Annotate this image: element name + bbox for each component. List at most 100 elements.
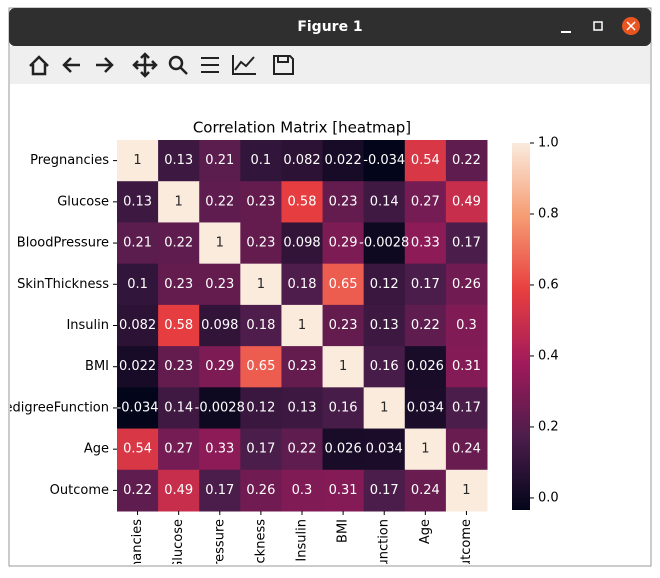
heatmap-cell xyxy=(322,304,365,347)
heatmap-cell xyxy=(158,387,200,430)
y-tick-label: Pregnancies xyxy=(30,153,109,168)
heatmap-cell xyxy=(281,140,324,182)
heatmap-cell xyxy=(158,428,200,471)
heatmap-cell xyxy=(363,263,406,306)
heatmap-cell xyxy=(404,263,447,306)
cell-label: 0.27 xyxy=(164,442,193,457)
y-tick-label: BMI xyxy=(85,359,109,374)
colorbar-tick-label: 0.4 xyxy=(538,348,559,363)
heatmap-cell xyxy=(158,222,200,265)
cell-label: 0.022 xyxy=(119,359,156,374)
cell-label: 0.17 xyxy=(205,483,234,498)
cell-label: 0.49 xyxy=(452,194,481,209)
x-tick-label: Glucose xyxy=(171,519,186,571)
heatmap-cell xyxy=(322,181,365,223)
heatmap-cell xyxy=(117,346,159,388)
heatmap-cell xyxy=(158,304,200,347)
cell-label: 0.18 xyxy=(288,277,317,292)
cell-label: 0.29 xyxy=(329,236,358,251)
cell-label: 0.23 xyxy=(288,359,317,374)
cell-label: 0.3 xyxy=(292,483,313,498)
axes-button[interactable] xyxy=(232,55,256,75)
heatmap-cell xyxy=(240,263,282,306)
colorbar-tick-label: 1.0 xyxy=(538,136,559,151)
cell-label: 0.23 xyxy=(164,359,193,374)
heatmap-cell xyxy=(404,428,447,471)
home-button[interactable] xyxy=(29,55,49,76)
heatmap-cell xyxy=(240,346,282,388)
cell-label: -0.034 xyxy=(363,153,405,168)
window-title: Figure 1 xyxy=(297,19,362,35)
title-bar xyxy=(9,8,651,46)
cell-label: 0.65 xyxy=(329,277,358,292)
chart-title: Correlation Matrix [heatmap] xyxy=(193,119,411,137)
colorbar-tick-label: 0.0 xyxy=(538,490,559,505)
heatmap-cell xyxy=(117,222,159,265)
zoom-button[interactable] xyxy=(168,55,188,75)
cell-label: 0.12 xyxy=(370,277,399,292)
heatmap-cell xyxy=(322,222,365,265)
cell-label: 0.098 xyxy=(201,318,238,333)
cell-label: 0.13 xyxy=(123,194,152,209)
cell-label: 0.14 xyxy=(164,400,193,415)
heatmap-cell xyxy=(445,222,488,265)
cell-label: 0.22 xyxy=(205,194,234,209)
y-tick-label: Outcome xyxy=(50,483,109,498)
cell-label: 0.54 xyxy=(123,442,152,457)
cell-label: 0.034 xyxy=(366,442,403,457)
y-tick-label: SkinThickness xyxy=(17,277,109,292)
cell-label: 1 xyxy=(298,318,306,333)
cell-label: 0.23 xyxy=(164,277,193,292)
save-button[interactable] xyxy=(273,55,294,75)
y-tick-label: Insulin xyxy=(66,318,109,333)
heatmap-cell xyxy=(281,304,324,347)
back-button[interactable] xyxy=(62,57,80,73)
forward-button[interactable] xyxy=(96,57,114,73)
pan-button[interactable] xyxy=(132,52,158,78)
cell-label: 0.17 xyxy=(411,277,440,292)
cell-label: 0.27 xyxy=(411,194,440,209)
heatmap-cell xyxy=(322,428,365,471)
heatmap-cell xyxy=(363,181,406,223)
cell-label: 0.23 xyxy=(246,194,275,209)
cell-label: 0.31 xyxy=(329,483,358,498)
cell-label: 0.16 xyxy=(370,359,399,374)
cell-label: 0.26 xyxy=(452,277,481,292)
configure-button[interactable] xyxy=(201,57,219,73)
toolbar xyxy=(10,46,650,84)
cell-label: 0.14 xyxy=(370,194,399,209)
heatmap-cell xyxy=(199,263,241,306)
cell-label: 1 xyxy=(216,236,224,251)
cell-label: 0.022 xyxy=(325,153,362,168)
heatmap-cell xyxy=(281,181,324,223)
heatmap-cell xyxy=(281,469,324,512)
close-button[interactable] xyxy=(622,17,640,35)
cell-label: 0.33 xyxy=(411,236,440,251)
y-tick-label: Age xyxy=(84,442,109,457)
cell-label: 0.65 xyxy=(246,359,275,374)
cell-label: 0.31 xyxy=(452,359,481,374)
heatmap-cell xyxy=(117,304,159,347)
heatmap-cell xyxy=(363,428,406,471)
cell-label: 0.17 xyxy=(246,442,275,457)
x-tick-label: BMI xyxy=(336,519,351,543)
heatmap-cell xyxy=(199,222,241,265)
heatmap-cell xyxy=(322,346,365,388)
plot: 1 0.13 0.21 0.1 0.082 0.022 -0.034 0.54 0.220.13… xyxy=(0,140,488,574)
heatmap-cell xyxy=(404,346,447,388)
cell-label: 0.58 xyxy=(164,318,193,333)
heatmap-cell xyxy=(363,346,406,388)
cell-label: 1 xyxy=(175,194,183,209)
cell-label: 0.22 xyxy=(164,236,193,251)
heatmap-cell xyxy=(281,387,324,430)
heatmap-cell xyxy=(240,222,282,265)
cell-label: 0.026 xyxy=(407,359,444,374)
heatmap-cell xyxy=(445,304,488,347)
y-tick-label: DiabetesPedigreeFunction xyxy=(0,400,109,415)
cell-label: 0.54 xyxy=(411,153,440,168)
maximize-button[interactable] xyxy=(593,21,603,31)
x-tick-label: Outcome xyxy=(459,519,474,574)
heatmap-cell xyxy=(240,181,282,223)
heatmap-cell xyxy=(117,181,159,223)
